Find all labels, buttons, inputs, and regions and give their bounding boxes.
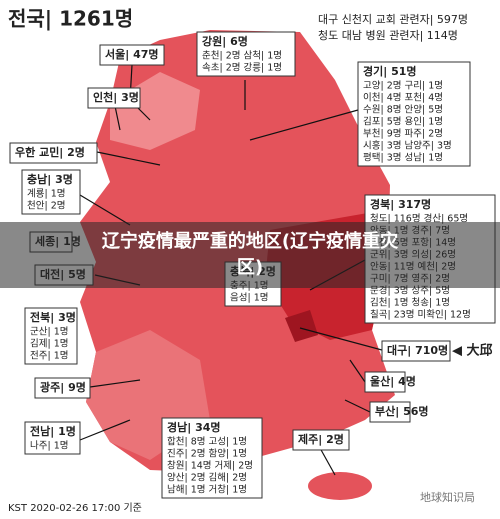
region-box [87, 87, 141, 109]
header-title: 전국| 1261명 [8, 7, 133, 31]
footer: KST 2020-02-26 17:00 기준 [8, 502, 142, 514]
region-detail: 전주| 1명 [30, 351, 69, 362]
region-detail: 청도| 116명 경산| 65명 [370, 213, 468, 225]
region-detail: 합천| 8명 고성| 1명 [167, 437, 247, 448]
region-label: 경북| 317명 [370, 197, 431, 211]
region-detail: 계룡| 1명 [27, 188, 66, 200]
region-box [364, 371, 406, 393]
region-box [161, 417, 263, 499]
region-box [381, 340, 451, 362]
region-detail: 남해| 1명 거창| 1명 [167, 484, 247, 496]
region-detail: 칠곡| 23명 미확인| 12명 [370, 309, 471, 321]
region-detail: 진주| 2명 함양| 1명 [167, 449, 247, 460]
region-detail: 음성| 1명 [230, 293, 269, 304]
region-detail: 김천| 1명 청송| 1명 [370, 297, 450, 309]
daegu-area [285, 310, 318, 342]
region-label: 서울| 47명 [105, 47, 159, 61]
region-detail: 속초| 2명 강릉| 1명 [202, 63, 282, 74]
region-box [196, 31, 296, 77]
region-label: 울산| 4명 [370, 374, 416, 388]
region-label: 경기| 51명 [363, 64, 417, 78]
region-label: 전남| 1명 [30, 424, 76, 438]
region-box [357, 61, 471, 167]
region-label: 강원| 6명 [202, 34, 248, 48]
region-label: 충남| 3명 [27, 172, 73, 186]
region-box [99, 44, 165, 66]
region-detail: 창원| 14명 거제| 2명 [167, 461, 253, 472]
region-box [369, 401, 411, 423]
region-detail: 나주| 1명 [30, 441, 69, 452]
region-box [24, 421, 81, 455]
region-detail: 양산| 2명 김해| 2명 [167, 472, 247, 484]
region-detail: 이천| 4명 포천| 4명 [363, 93, 443, 104]
region-box [34, 377, 91, 399]
watermark: 地球知识局 [420, 490, 475, 504]
region-detail: 천안| 2명 [27, 201, 66, 212]
region-detail: 평택| 3명 성남| 1명 [363, 153, 443, 164]
region-label: 제주| 2명 [298, 432, 344, 446]
region-box [292, 429, 350, 451]
banner-text: 区) [237, 257, 263, 278]
region-label: 경남| 34명 [167, 420, 221, 434]
banner-band [0, 222, 500, 288]
header-note: 청도 대남 병원 관련자| 114명 [318, 29, 458, 42]
region-detail: 김제| 1명 [30, 338, 69, 350]
region-label: 광주| 9명 [40, 380, 86, 394]
leader-lines [79, 64, 383, 476]
region-detail: 시흥| 3명 남양주| 3명 [363, 140, 452, 152]
region-label: 인천| 3명 [93, 90, 139, 104]
region-label: 전북| 3명 [30, 310, 76, 324]
region-label: 우한 교민| 2명 [15, 145, 85, 159]
region-box [9, 142, 98, 164]
region-detail: 고양| 2명 구리| 1명 [363, 81, 443, 92]
daegu-tag: ◀ 大邱 [452, 343, 493, 359]
region-detail: 부천| 9명 파주| 2명 [363, 129, 443, 140]
region-box [21, 169, 81, 215]
region-label: 부산| 56명 [375, 404, 429, 418]
region-label: 대구| 710명 [387, 343, 448, 357]
region-detail: 군산| 1명 [30, 327, 69, 338]
header-note: 대구 신천지 교회 관련자| 597명 [318, 12, 468, 26]
region-box [24, 307, 78, 365]
region-detail: 김포| 5명 용인| 1명 [363, 116, 443, 128]
region-detail: 수원| 8명 안양| 5명 [363, 105, 443, 116]
jeju [308, 472, 372, 500]
region-detail: 춘천| 2명 삼척| 1명 [202, 51, 282, 62]
banner-text: 辽宁疫情最严重的地区(辽宁疫情重灾 [102, 230, 398, 252]
